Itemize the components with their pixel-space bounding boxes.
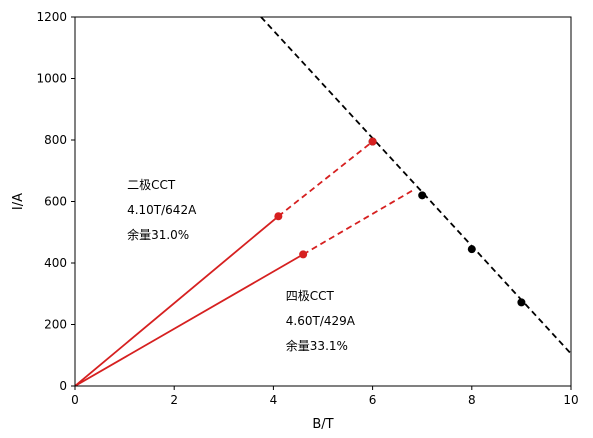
quadrupole-annotation-line-0: 四极CCT xyxy=(286,289,335,303)
dipole-solid-line xyxy=(75,215,279,386)
dipole-annotation-line-0: 二极CCT xyxy=(127,178,176,192)
y-tick-label-3: 600 xyxy=(44,195,67,209)
quadrupole-solid-line xyxy=(75,253,304,386)
x-tick-label-2: 4 xyxy=(270,393,278,407)
y-tick-label-5: 1000 xyxy=(36,72,67,86)
series-layer xyxy=(75,17,571,386)
y-tick-label-6: 1200 xyxy=(36,10,67,24)
x-tick-label-4: 8 xyxy=(468,393,476,407)
load-line-point-1 xyxy=(418,191,427,200)
dipole-annotation-line-2: 余量31.0% xyxy=(127,227,189,242)
y-tick-label-2: 400 xyxy=(44,256,67,270)
annotation-layer: 二极CCT 4.10T/642A 余量31.0% 四极CCT 4.60T/429A 余量3… xyxy=(127,178,356,353)
y-axis-label: I/A xyxy=(11,193,26,210)
quadrupole-dashed-line xyxy=(302,188,416,256)
x-tick-label-1: 2 xyxy=(170,393,178,407)
x-tick-label-0: 0 xyxy=(71,393,79,407)
plot-area xyxy=(75,17,571,386)
y-tick-label-1: 200 xyxy=(44,318,67,332)
quadrupole-annotation-line-2: 余量33.1% xyxy=(286,338,348,353)
dipole-point-1 xyxy=(368,137,377,146)
y-tick-label-0: 0 xyxy=(59,379,67,393)
x-tick-label-5: 10 xyxy=(563,393,578,407)
x-axis-label: B/T xyxy=(312,417,333,432)
quadrupole-annotation-line-1: 4.60T/429A xyxy=(286,314,356,328)
quadrupole-point-0 xyxy=(299,250,308,259)
load-line-point-3 xyxy=(517,298,526,307)
load-line-point-2 xyxy=(467,245,476,254)
dipole-annotation-line-1: 4.10T/642A xyxy=(127,203,197,217)
y-tick-label-4: 800 xyxy=(44,133,67,147)
dipole-dashed-line xyxy=(277,140,374,217)
plot-background xyxy=(75,17,571,386)
dipole-point-0 xyxy=(274,212,283,221)
x-tick-label-3: 6 xyxy=(369,393,377,407)
axes-layer: 0 2 4 6 8 10 0 200 400 600 800 1000 1200 xyxy=(36,10,578,407)
load-line-line xyxy=(260,17,571,355)
